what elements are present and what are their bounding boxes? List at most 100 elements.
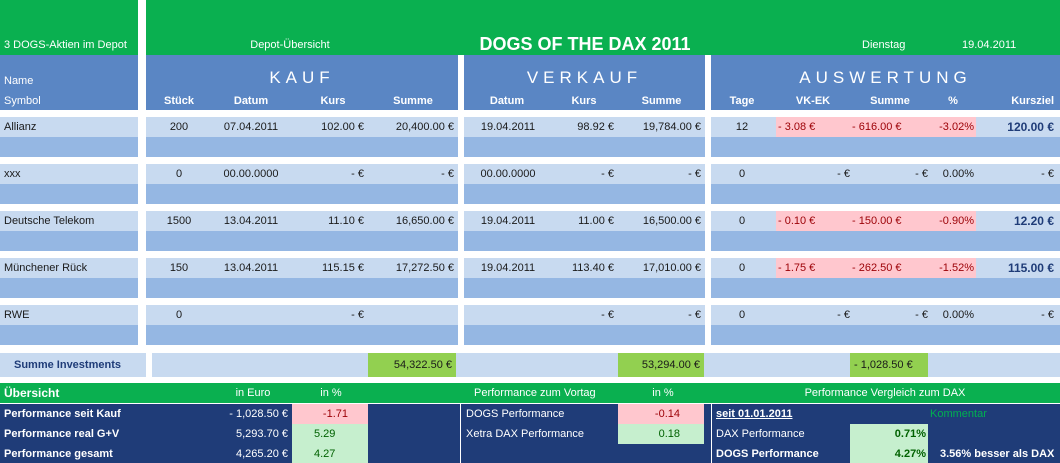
target-price-cell[interactable]: - € [1041, 309, 1054, 321]
dogs-perf-label: DOGS Performance [466, 408, 565, 420]
qty-cell[interactable]: 150 [169, 262, 189, 274]
row-band [464, 211, 705, 231]
sell-sum-cell[interactable]: 17,010.00 € [642, 262, 701, 274]
days-cell[interactable]: 0 [738, 168, 746, 180]
buy-price-cell[interactable]: - € [351, 168, 364, 180]
sell-sum-cell[interactable]: - € [688, 309, 701, 321]
perf-since-buy-percent[interactable]: -1.71 [292, 404, 368, 424]
perf-dax-header: Performance Vergleich zum DAX [804, 387, 966, 399]
dogs-perf-value[interactable]: -0.14 [618, 404, 704, 424]
buy-date-cell[interactable]: 07.04.2011 [223, 121, 279, 133]
sell-date-cell[interactable]: 19.04.2011 [480, 121, 536, 133]
buy-sum-cell[interactable]: 16,650.00 € [395, 215, 454, 227]
column-divider [146, 353, 152, 377]
row-band [464, 258, 705, 278]
sell-sum-cell[interactable]: - € [688, 168, 701, 180]
percent-cell[interactable]: -3.02% [939, 121, 974, 133]
perf-real-euro[interactable]: 5,293.70 € [236, 428, 288, 440]
vk-ek-cell[interactable]: - 1.75 € [778, 262, 816, 274]
result-sum-cell[interactable]: - 616.00 € [852, 121, 902, 133]
perf-total-label: Performance gesamt [4, 448, 113, 460]
vk-ek-cell[interactable]: - 3.08 € [778, 121, 816, 133]
days-cell[interactable]: 12 [735, 121, 749, 133]
perf-since-buy-euro[interactable]: - 1,028.50 € [229, 408, 288, 420]
qty-cell[interactable]: 0 [175, 168, 183, 180]
days-cell[interactable]: 0 [738, 215, 746, 227]
days-cell[interactable]: 0 [738, 262, 746, 274]
row-band [146, 164, 458, 184]
row-band [464, 231, 705, 251]
row-band [464, 137, 705, 157]
row-band [146, 184, 458, 204]
dogs-perf-value-2[interactable]: 4.27% [850, 444, 928, 463]
sell-price-cell[interactable]: - € [601, 309, 614, 321]
result-total-cell[interactable]: - 1,028.50 € [850, 353, 928, 377]
sell-sum-cell[interactable]: 19,784.00 € [642, 121, 701, 133]
qty-cell[interactable]: 0 [175, 309, 183, 321]
stock-name[interactable]: Münchener Rück [4, 262, 88, 274]
buy-sum-cell[interactable]: 17,272.50 € [395, 262, 454, 274]
buy-sum-cell[interactable]: - € [441, 168, 454, 180]
buy-price-cell[interactable]: 102.00 € [321, 121, 364, 133]
vk-ek-cell[interactable]: - € [837, 168, 850, 180]
percent-cell[interactable]: 0.00% [942, 309, 974, 321]
percent-cell[interactable]: -1.52% [939, 262, 974, 274]
qty-cell[interactable]: 1500 [166, 215, 192, 227]
stock-name[interactable]: Allianz [4, 121, 37, 133]
sell-price-cell[interactable]: 113.40 € [571, 262, 614, 274]
result-sum-cell[interactable]: - € [915, 309, 928, 321]
sell-price-cell[interactable]: - € [601, 168, 614, 180]
stock-name[interactable]: RWE [4, 309, 30, 321]
buy-date-cell[interactable]: 13.04.2011 [223, 215, 279, 227]
in-euro-header: in Euro [235, 387, 271, 399]
perf-since-buy-label: Performance seit Kauf [4, 408, 121, 420]
buy-date-cell[interactable]: 00.00.0000 [223, 168, 279, 180]
overview-header-bar [0, 383, 1060, 403]
buy-date-cell[interactable] [208, 305, 294, 325]
sell-date-cell[interactable] [468, 305, 548, 325]
weekday: Dienstag [862, 39, 906, 51]
xetra-dax-perf-value[interactable]: 0.18 [618, 424, 704, 444]
header-kauf-block [146, 55, 458, 110]
sell-price-cell[interactable]: 98.92 € [577, 121, 614, 133]
verkauf-total-cell[interactable]: 53,294.00 € [618, 353, 704, 377]
buy-sum-cell[interactable] [366, 305, 454, 325]
percent-cell[interactable]: -0.90% [939, 215, 974, 227]
qty-cell[interactable]: 200 [169, 121, 189, 133]
depot-overview-label: Depot-Übersicht [250, 39, 330, 51]
perf-total-percent[interactable]: 4.27 [292, 444, 368, 463]
buy-price-cell[interactable]: - € [351, 309, 364, 321]
buy-sum-cell[interactable]: 20,400.00 € [395, 121, 454, 133]
row-band [711, 184, 1060, 204]
sell-date-cell[interactable]: 19.04.2011 [480, 262, 536, 274]
perf-real-percent[interactable]: 5.29 [292, 424, 368, 444]
dax-perf-value[interactable]: 0.71% [850, 424, 928, 444]
vk-ek-cell[interactable]: - € [837, 309, 850, 321]
col-prozent: % [948, 95, 958, 107]
sell-price-cell[interactable]: 11.00 € [578, 215, 614, 227]
target-price-cell[interactable]: 120.00 € [1007, 120, 1054, 134]
target-price-cell[interactable]: 12.20 € [1013, 214, 1054, 228]
row-band [464, 278, 705, 298]
days-cell[interactable]: 0 [738, 309, 746, 321]
kauf-total-cell[interactable]: 54,322.50 € [368, 353, 456, 377]
result-sum-cell[interactable]: - 262.50 € [852, 262, 902, 274]
divider-line [711, 403, 712, 463]
result-sum-cell[interactable]: - 150.00 € [852, 215, 902, 227]
buy-price-cell[interactable]: 11.10 € [328, 215, 364, 227]
buy-date-cell[interactable]: 13.04.2011 [223, 262, 279, 274]
sell-sum-cell[interactable]: 16,500.00 € [642, 215, 701, 227]
sell-date-cell[interactable]: 19.04.2011 [480, 215, 536, 227]
stock-name[interactable]: Deutsche Telekom [4, 215, 95, 227]
buy-price-cell[interactable]: 115.15 € [321, 262, 364, 274]
perf-total-euro[interactable]: 4,265.20 € [236, 448, 288, 460]
result-sum-cell[interactable]: - € [915, 168, 928, 180]
target-price-cell[interactable]: - € [1041, 168, 1054, 180]
stock-name[interactable]: xxx [4, 168, 21, 180]
percent-cell[interactable]: 0.00% [942, 168, 974, 180]
kauf-heading: KAUF [269, 68, 335, 87]
target-price-cell[interactable]: 115.00 € [1007, 261, 1054, 275]
sell-date-cell[interactable]: 00.00.0000 [480, 168, 536, 180]
vk-ek-cell[interactable]: - 0.10 € [778, 215, 816, 227]
